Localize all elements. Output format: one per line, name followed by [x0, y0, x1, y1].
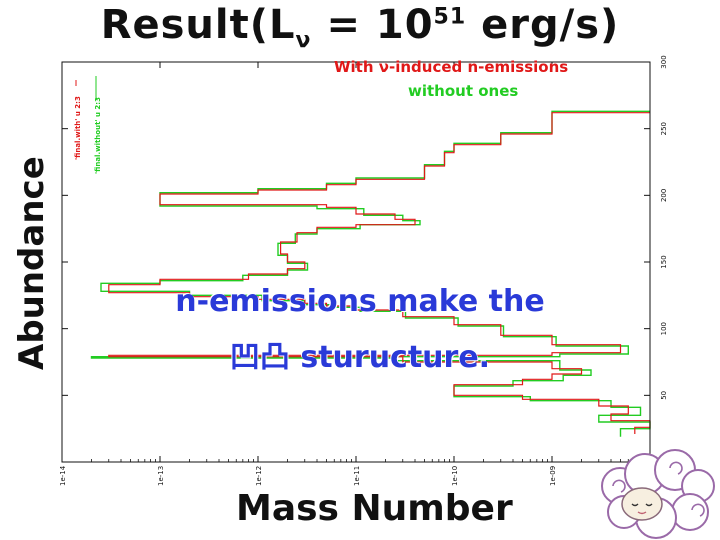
y-tick-label: 50: [660, 391, 668, 400]
title-middle: = 10: [311, 2, 434, 48]
slide-title: Result(Lν = 1051 erg/s): [0, 2, 720, 53]
title-subscript: ν: [295, 28, 312, 53]
title-superscript: 51: [433, 4, 467, 30]
y-axis-label: Abundance: [12, 156, 52, 370]
x-tick-label: 1e-14: [59, 465, 67, 486]
plot-frame: [61, 61, 651, 463]
inner-legend-with: 'final.with' u 2:3: [74, 96, 82, 160]
inner-legend: 'final.with' u 2:3 'final.without' u 2:3: [74, 76, 102, 174]
series-line-without: [90, 110, 651, 437]
x-axis-label: Mass Number: [236, 488, 513, 529]
y-tick-label: 300: [660, 55, 668, 68]
title-suffix: erg/s): [466, 2, 620, 48]
annotation-line-2: 凹凸 sturucture.: [229, 340, 491, 375]
sheep-mascot-icon: [601, 449, 715, 539]
series-line-with: [108, 112, 651, 434]
legend-with: With ν-induced n-emissions: [334, 58, 568, 76]
x-tick-label: 1e-12: [255, 466, 263, 486]
x-tick-label: 1e-13: [157, 466, 165, 486]
x-tick-label: 1e-10: [451, 466, 459, 486]
y-tick-label: 250: [660, 122, 668, 135]
legend-without: without ones: [408, 82, 518, 100]
y-ticks: 050100150200250300: [62, 55, 668, 464]
y-tick-label: 200: [660, 189, 668, 202]
legend-without-label: without ones: [408, 82, 519, 100]
title-prefix: Result(L: [100, 2, 296, 48]
x-tick-label: 1e-11: [353, 466, 361, 486]
x-tick-label: 1e-09: [549, 466, 557, 486]
y-tick-label: 100: [660, 322, 668, 335]
inner-legend-without: 'final.without' u 2:3: [94, 97, 102, 174]
series-layer: [90, 110, 651, 437]
annotation-line-1: n-emissions make the: [175, 284, 545, 319]
legend-with-label: With ν-induced n-emissions: [334, 58, 569, 76]
y-tick-label: 150: [660, 255, 668, 268]
